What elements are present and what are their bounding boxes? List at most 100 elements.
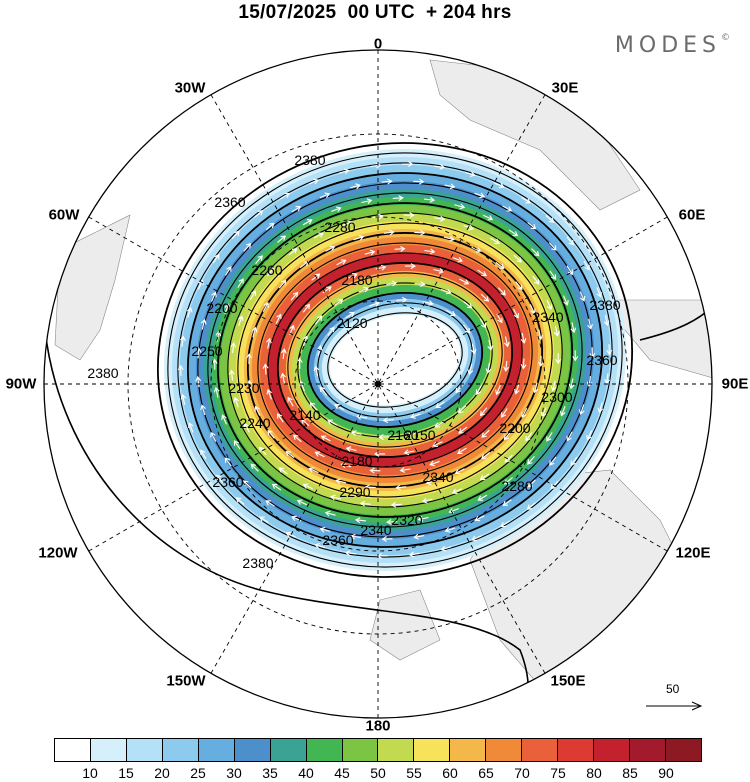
wind-arrow: [597, 402, 604, 414]
colorbar-tick-label: 30: [226, 765, 242, 781]
wind-arrow: [331, 206, 342, 212]
wind-arrow: [340, 462, 352, 469]
wind-arrow: [246, 379, 253, 391]
wind-arrow: [463, 301, 473, 309]
wind-arrow: [537, 355, 544, 367]
wind-arrow: [531, 248, 540, 257]
wind-arrow: [399, 467, 411, 473]
height-contour-line: [317, 302, 473, 418]
wind-arrow: [210, 291, 217, 302]
wind-arrow: [262, 363, 269, 375]
wind-arrow: [309, 402, 318, 411]
wind-arrow: [527, 456, 535, 465]
wind-arrow: [224, 457, 232, 467]
lon-label-180: 180: [365, 717, 391, 735]
wind-arrow: [485, 362, 492, 374]
contour-label: 2380: [87, 365, 118, 381]
wind-arrow: [334, 298, 344, 307]
wind-arrow: [457, 405, 467, 414]
lon-label-90e: 90E: [721, 375, 749, 393]
colorbar-tick-label: 60: [442, 765, 458, 781]
wind-arrow: [527, 479, 536, 488]
wind-arrow: [265, 337, 272, 349]
wind-arrow: [221, 414, 228, 425]
lon-label-120w: 120W: [38, 544, 78, 562]
wind-arrow: [425, 479, 437, 486]
wind-arrow: [334, 403, 344, 411]
wind-arrow: [480, 293, 490, 302]
wind-arrow: [413, 533, 425, 540]
wind-arrow: [381, 178, 393, 185]
wind-arrow: [459, 278, 470, 285]
wind-arrow: [320, 435, 331, 442]
wind-arrow: [291, 206, 302, 213]
wind-arrow: [462, 324, 471, 334]
contour-label: 2380: [294, 152, 325, 168]
wind-arrow: [578, 404, 585, 415]
wind-arrow: [471, 535, 482, 542]
wind-arrow: [433, 268, 445, 274]
lon-label-90w: 90W: [5, 375, 37, 393]
lon-label-120e: 120E: [675, 544, 711, 562]
wind-arrow: [290, 291, 299, 301]
wind-arrow: [233, 396, 240, 408]
wind-arrow: [370, 162, 382, 169]
lon-label-60e: 60E: [678, 206, 706, 224]
wind-arrow: [331, 371, 338, 382]
wind-arrow: [195, 347, 202, 359]
wind-arrow: [369, 301, 380, 307]
wind-arrow: [549, 270, 557, 280]
wind-arrow: [313, 365, 320, 377]
wind-arrow: [604, 373, 611, 385]
wind-arrow: [266, 388, 273, 400]
outer-contour-east: [639, 299, 712, 341]
colorbar-tick-label: 15: [118, 765, 134, 781]
height-contour-line: [207, 192, 583, 528]
colorbar-tick-label: 20: [154, 765, 170, 781]
wind-arrow: [231, 230, 240, 240]
wind-arrow: [444, 527, 456, 533]
wind-vectors: [177, 161, 613, 559]
wind-arrow: [477, 494, 488, 501]
wind-arrow: [451, 488, 463, 495]
contour-label: 2180: [341, 453, 372, 469]
wind-arrow: [513, 254, 522, 263]
wind-arrow: [177, 364, 184, 376]
wind-arrow: [403, 212, 415, 219]
wind-arrow: [452, 256, 463, 263]
contour-label: 2380: [589, 297, 620, 313]
height-contour-line: [246, 232, 544, 488]
wind-arrow: [347, 272, 358, 279]
wind-arrow: [546, 299, 553, 310]
colorbar-swatch: [414, 739, 451, 761]
colorbar-tick-label: 40: [298, 765, 314, 781]
lon-label-60w: 60W: [48, 206, 80, 224]
wind-arrow: [396, 296, 408, 303]
colorbar-swatch: [594, 739, 630, 761]
contour-label: 2340: [360, 522, 391, 538]
colorbar-tick-label: 25: [190, 765, 206, 781]
wind-arrow: [434, 421, 445, 428]
wind-arrow: [470, 343, 477, 355]
wind-arrow: [495, 261, 505, 270]
wind-arrow: [378, 434, 390, 441]
colorbar-swatch: [270, 739, 307, 761]
wind-arrow: [495, 384, 501, 396]
wind-arrow: [200, 318, 207, 330]
height-contour-line: [327, 312, 463, 408]
wind-arrow: [364, 249, 376, 256]
wind-arrow: [314, 451, 325, 458]
wind-arrow: [402, 161, 414, 168]
wind-arrow: [230, 342, 237, 354]
wind-arrow: [545, 215, 555, 223]
wind-arrow: [603, 315, 610, 327]
wind-arrow: [500, 520, 510, 528]
wind-arrow: [210, 431, 217, 442]
wind-arrow: [225, 266, 232, 276]
wind-arrow: [186, 306, 193, 318]
wind-arrow: [443, 235, 455, 242]
wind-arrow: [395, 484, 407, 491]
wind-arrow: [188, 422, 194, 433]
wind-arrow: [313, 232, 324, 239]
wind-arrow: [287, 396, 294, 407]
